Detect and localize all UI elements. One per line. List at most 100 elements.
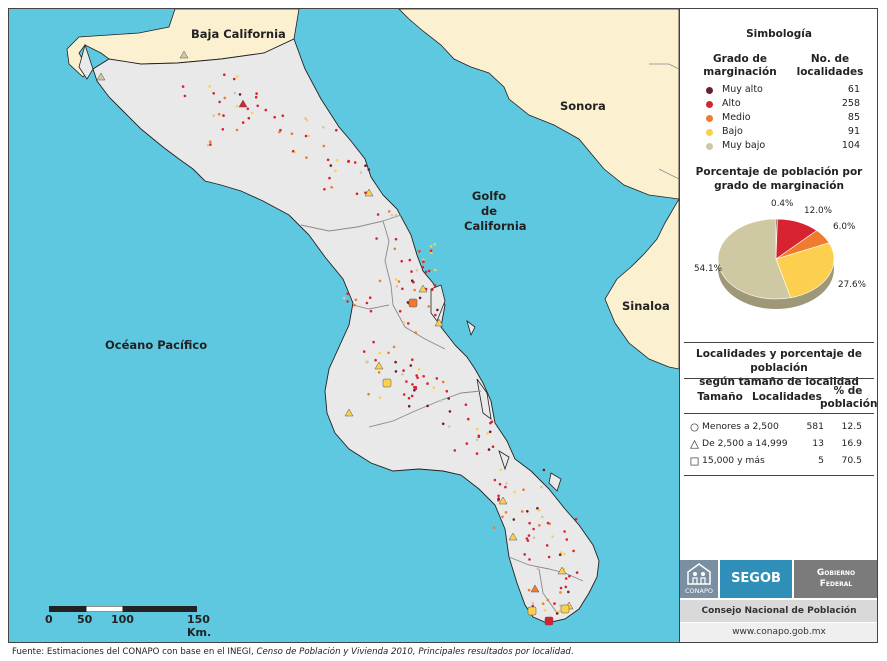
locality-dot — [394, 278, 398, 281]
locality-dot — [218, 100, 221, 104]
locality-dot — [378, 351, 382, 355]
locality-dot — [466, 417, 470, 421]
locality-dot — [221, 128, 225, 131]
scale-label-100: 100 — [111, 613, 134, 626]
locality-dot — [435, 377, 439, 380]
locality-dot — [250, 111, 254, 115]
divider — [684, 342, 874, 343]
locality-dot — [290, 132, 294, 135]
locality-dot — [293, 151, 297, 154]
locality-dot — [504, 511, 508, 514]
locality-dot — [256, 104, 259, 108]
logo-block: CONAPO SEGOB Gobierno Federal Consejo Na… — [680, 560, 877, 642]
locality-triangle — [96, 72, 106, 81]
locality-dot — [526, 539, 530, 542]
locality-dot — [254, 95, 258, 99]
legend-count: 104 — [841, 140, 860, 151]
locality-triangle — [498, 496, 508, 505]
locality-dot — [378, 396, 382, 399]
locality-dot — [475, 438, 479, 442]
locality-dot — [441, 380, 445, 384]
locality-dot — [367, 392, 370, 396]
locality-dot — [353, 161, 357, 164]
divider — [684, 413, 874, 414]
locality-dot — [342, 296, 346, 300]
locality-dot — [499, 468, 503, 472]
locality-triangle — [418, 284, 428, 293]
footer-suffix: . — [570, 647, 574, 657]
size-row: Menores a 2,500 581 12.5 — [686, 421, 872, 435]
locality-dot — [415, 268, 419, 272]
locality-dot — [394, 370, 398, 373]
locality-dot — [416, 376, 419, 380]
locality-dot — [376, 213, 380, 216]
locality-dot — [353, 303, 357, 307]
pct-header-line2: población — [820, 398, 878, 410]
locality-dot — [493, 478, 497, 482]
label-sinaloa: Sinaloa — [622, 299, 670, 313]
gobierno-federal-logo: Gobierno Federal — [794, 560, 877, 598]
island — [78, 43, 94, 80]
locality-triangle — [374, 361, 384, 370]
conapo-url[interactable]: www.conapo.gob.mx — [680, 623, 877, 642]
locality-square — [382, 378, 392, 388]
locality-dot — [520, 510, 524, 513]
legend-count: 61 — [847, 84, 860, 95]
locality-dot — [397, 280, 401, 283]
locality-dot — [414, 331, 418, 334]
locality-triangle — [434, 318, 444, 327]
locality-dot — [329, 164, 333, 167]
map-frame: Baja California Sonora Golfo de Californ… — [8, 8, 878, 643]
locality-dot — [281, 114, 285, 117]
locality-dot — [378, 279, 382, 283]
scale-label-150: 150 Km. — [187, 613, 212, 639]
size-count: 13 — [812, 438, 824, 449]
locality-dot — [238, 93, 242, 96]
locality-dot — [335, 159, 339, 162]
locality-dot — [410, 394, 414, 398]
segob-logo: SEGOB — [720, 560, 792, 598]
locality-dot — [491, 445, 495, 449]
locality-dot — [441, 422, 445, 426]
locality-dot — [505, 482, 508, 485]
locality-dot — [504, 485, 507, 489]
locality-dot — [547, 555, 551, 559]
locality-dot — [278, 130, 281, 134]
locality-dot — [513, 490, 516, 494]
locality-dot — [445, 389, 449, 393]
legend-dot — [706, 129, 713, 136]
square-icon — [690, 457, 699, 466]
legend-dot — [706, 87, 713, 94]
locality-square — [408, 298, 418, 308]
locality-dot — [448, 410, 452, 413]
label-golfo-2: de — [480, 204, 498, 218]
locality-dot — [551, 535, 554, 538]
locality-dot — [427, 305, 431, 308]
locality-dot — [364, 191, 367, 194]
locality-dot — [498, 482, 502, 486]
size-row: 15,000 y más 5 70.5 — [686, 455, 872, 469]
label-sonora: Sonora — [560, 99, 606, 113]
locality-dot — [477, 435, 481, 439]
locality-dot — [206, 144, 210, 147]
locality-dot — [564, 585, 568, 589]
locality-dot — [400, 259, 404, 263]
locality-dot — [183, 94, 187, 98]
pie-slice — [717, 218, 791, 300]
legend-dot — [706, 101, 713, 108]
locality-dot — [406, 301, 410, 304]
locality-dot — [541, 515, 544, 519]
sonora-region — [398, 9, 679, 200]
locality-dot — [223, 73, 226, 76]
locality-dot — [567, 590, 570, 594]
locality-dot — [402, 369, 405, 372]
label-golfo-1: Golfo — [471, 189, 507, 203]
legend-count: 91 — [847, 126, 860, 137]
locality-square — [527, 606, 537, 616]
locality-dot — [359, 171, 363, 174]
locality-dot — [365, 301, 369, 305]
sinaloa-region — [604, 198, 679, 370]
baja-california-sur — [92, 38, 600, 624]
locality-dot — [575, 571, 579, 574]
size-table-title-line1: Localidades y porcentaje de población — [696, 348, 862, 374]
